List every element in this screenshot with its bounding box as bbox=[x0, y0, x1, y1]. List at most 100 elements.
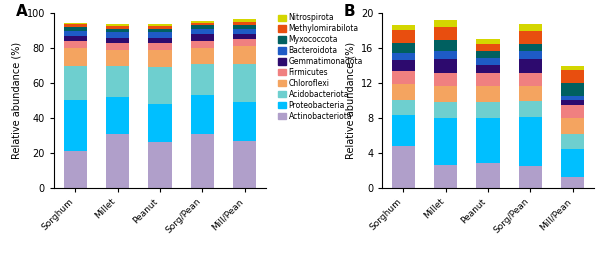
Text: B: B bbox=[344, 4, 356, 19]
Bar bbox=[476, 65, 500, 73]
Legend: Nitrospirota, Methylomirabilota, Myxococcota, Bacteroidota, Gemmatimonadota, Fir: Nitrospirota, Methylomirabilota, Myxococ… bbox=[278, 13, 363, 121]
Bar bbox=[519, 31, 542, 44]
Bar bbox=[106, 38, 129, 43]
Bar bbox=[392, 146, 415, 188]
Bar bbox=[64, 151, 87, 188]
Bar bbox=[106, 134, 129, 188]
Bar bbox=[106, 97, 129, 134]
Bar bbox=[233, 102, 256, 141]
Bar bbox=[148, 104, 172, 143]
Bar bbox=[191, 41, 214, 48]
Bar bbox=[519, 44, 542, 51]
Bar bbox=[434, 20, 457, 27]
Bar bbox=[106, 29, 129, 32]
Bar bbox=[106, 26, 129, 29]
Bar bbox=[106, 50, 129, 66]
Bar bbox=[561, 96, 584, 100]
Bar bbox=[64, 31, 87, 36]
Bar bbox=[476, 44, 500, 51]
Bar bbox=[434, 60, 457, 73]
Bar bbox=[519, 101, 542, 117]
Bar bbox=[148, 26, 172, 29]
Bar bbox=[561, 134, 584, 150]
Bar bbox=[64, 100, 87, 151]
Bar bbox=[561, 105, 584, 118]
Bar bbox=[519, 86, 542, 101]
Bar bbox=[519, 51, 542, 60]
Bar bbox=[233, 64, 256, 102]
Bar bbox=[392, 100, 415, 115]
Bar bbox=[233, 39, 256, 46]
Bar bbox=[106, 43, 129, 50]
Bar bbox=[561, 150, 584, 177]
Bar bbox=[476, 118, 500, 163]
Bar bbox=[476, 39, 500, 44]
Bar bbox=[233, 29, 256, 34]
Bar bbox=[233, 34, 256, 39]
Bar bbox=[191, 29, 214, 34]
Bar bbox=[106, 32, 129, 38]
Bar bbox=[64, 36, 87, 41]
Bar bbox=[476, 73, 500, 86]
Bar bbox=[148, 143, 172, 188]
Bar bbox=[434, 86, 457, 102]
Bar bbox=[148, 67, 172, 104]
Bar bbox=[64, 41, 87, 48]
Bar bbox=[148, 32, 172, 38]
Bar bbox=[434, 118, 457, 165]
Bar bbox=[148, 43, 172, 50]
Bar bbox=[233, 25, 256, 29]
Bar bbox=[64, 27, 87, 31]
Bar bbox=[64, 25, 87, 27]
Bar bbox=[233, 46, 256, 64]
Bar bbox=[434, 27, 457, 40]
Bar bbox=[191, 134, 214, 188]
Bar bbox=[434, 51, 457, 60]
Bar bbox=[64, 23, 87, 25]
Bar bbox=[148, 50, 172, 67]
Bar bbox=[561, 70, 584, 83]
Bar bbox=[148, 29, 172, 32]
Bar bbox=[476, 51, 500, 58]
Bar bbox=[64, 48, 87, 66]
Bar bbox=[392, 30, 415, 43]
Bar bbox=[233, 19, 256, 22]
Bar bbox=[191, 21, 214, 23]
Bar bbox=[561, 177, 584, 188]
Bar bbox=[434, 40, 457, 51]
Bar bbox=[191, 64, 214, 95]
Text: A: A bbox=[16, 4, 28, 19]
Bar bbox=[561, 100, 584, 105]
Bar bbox=[434, 165, 457, 188]
Y-axis label: Relative abundance (%): Relative abundance (%) bbox=[11, 42, 21, 159]
Bar bbox=[148, 25, 172, 26]
Bar bbox=[392, 84, 415, 100]
Bar bbox=[561, 83, 584, 96]
Bar bbox=[148, 38, 172, 43]
Bar bbox=[191, 34, 214, 41]
Bar bbox=[191, 23, 214, 25]
Bar bbox=[561, 118, 584, 134]
Bar bbox=[233, 22, 256, 25]
Bar bbox=[434, 73, 457, 86]
Bar bbox=[191, 95, 214, 134]
Bar bbox=[519, 117, 542, 166]
Bar bbox=[392, 71, 415, 84]
Bar bbox=[106, 25, 129, 26]
Bar bbox=[392, 60, 415, 71]
Bar bbox=[519, 73, 542, 86]
Bar bbox=[519, 60, 542, 73]
Bar bbox=[191, 48, 214, 64]
Bar bbox=[561, 66, 584, 70]
Bar bbox=[106, 66, 129, 97]
Bar bbox=[392, 43, 415, 53]
Bar bbox=[392, 115, 415, 146]
Bar bbox=[476, 86, 500, 102]
Bar bbox=[191, 25, 214, 29]
Bar bbox=[476, 163, 500, 188]
Bar bbox=[476, 102, 500, 118]
Bar bbox=[519, 166, 542, 188]
Bar bbox=[392, 25, 415, 30]
Y-axis label: Relative abundance (%): Relative abundance (%) bbox=[345, 42, 355, 159]
Bar bbox=[392, 53, 415, 60]
